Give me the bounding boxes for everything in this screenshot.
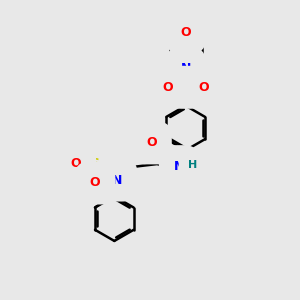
Text: N: N — [181, 62, 191, 75]
Text: O: O — [163, 81, 173, 94]
Text: N: N — [112, 173, 122, 187]
Text: O: O — [70, 157, 81, 170]
Text: S: S — [181, 81, 190, 94]
Text: H: H — [188, 160, 197, 170]
Text: O: O — [146, 136, 157, 149]
Text: O: O — [180, 26, 191, 38]
Text: N: N — [174, 160, 184, 173]
Text: O: O — [90, 176, 100, 190]
Text: O: O — [198, 81, 209, 94]
Text: S: S — [91, 157, 100, 170]
